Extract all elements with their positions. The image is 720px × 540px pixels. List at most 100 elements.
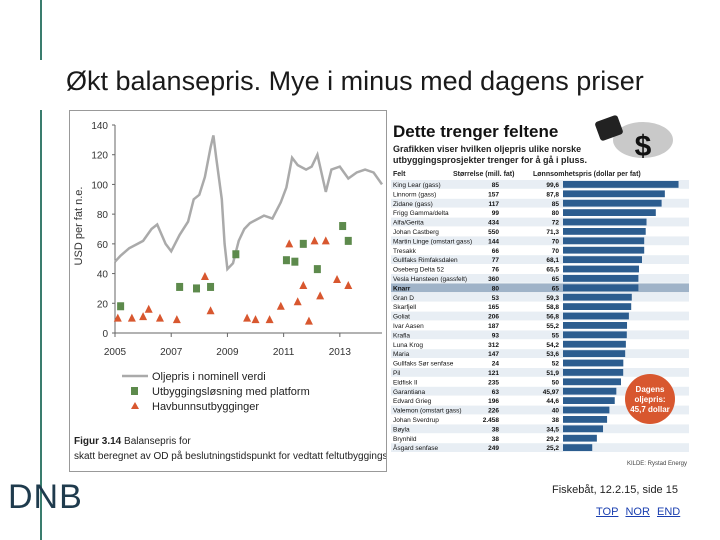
- row-background: [391, 311, 689, 321]
- field-row: King Lear (gass) 85 99,6: [391, 180, 689, 189]
- subsea-point: [333, 275, 342, 284]
- legend-platform: Utbyggingsløsning med platform: [152, 386, 310, 398]
- field-row: Åsgard senfase 249 25,2: [391, 443, 689, 452]
- field-row: Knarr 80 65: [391, 283, 689, 292]
- field-row: Krafla 93 55: [391, 330, 689, 339]
- x-tick-label: 2007: [160, 347, 183, 358]
- field-row: Goliat 206 56,8: [391, 311, 689, 321]
- field-row: Oseberg Delta 52 76 65,5: [391, 264, 689, 274]
- field-name: Åsgard senfase: [393, 443, 439, 452]
- field-price: 58,8: [546, 304, 559, 311]
- nav-link-top[interactable]: TOP: [596, 506, 619, 518]
- field-row: Tresakk 66 70: [391, 245, 689, 255]
- row-background: [391, 236, 689, 246]
- subsea-point: [144, 304, 153, 313]
- field-name: Martin Linge (omstart gass): [393, 238, 472, 245]
- field-size: 24: [492, 361, 500, 368]
- field-name: Skarfjell: [393, 304, 417, 311]
- row-background: [391, 255, 689, 264]
- price-bar: [563, 246, 645, 254]
- field-size: 121: [488, 370, 499, 377]
- field-name: King Lear (gass): [393, 182, 441, 189]
- field-name: Knarr: [393, 285, 411, 292]
- y-tick-label: 60: [97, 240, 109, 251]
- platform-point: [344, 236, 352, 245]
- row-background: [391, 386, 689, 396]
- subsea-point: [172, 315, 181, 324]
- field-name: Bøyla: [393, 426, 410, 433]
- row-background: [391, 245, 689, 255]
- platform-point: [232, 250, 240, 259]
- field-size: 66: [492, 248, 500, 255]
- platform-point: [313, 265, 321, 274]
- price-bar: [563, 340, 626, 348]
- field-size: 249: [488, 445, 499, 452]
- oil-price-line: [114, 135, 384, 272]
- price-bar: [563, 322, 628, 329]
- field-name: Garantiana: [393, 389, 426, 396]
- price-bar: [563, 369, 624, 376]
- field-name: Zidane (gass): [393, 201, 433, 208]
- field-row: Bøyla 38 34,5: [391, 424, 689, 433]
- platform-point: [117, 302, 125, 311]
- field-row: Martin Linge (omstart gass) 144 70: [391, 236, 689, 245]
- legend-oil-price: Oljepris i nominell verdi: [152, 371, 266, 383]
- price-bar: [563, 331, 627, 339]
- field-row: Linnorm (gass) 157 87,8: [391, 189, 689, 198]
- subsea-point: [321, 236, 330, 245]
- oil-barrel-dollar-icon: $: [595, 115, 673, 163]
- legend-platform-swatch: [131, 387, 138, 395]
- field-name: Alfa/Gerita: [393, 220, 424, 227]
- field-size: 157: [488, 191, 499, 198]
- subsea-point: [276, 301, 285, 310]
- field-name: Tresakk: [393, 248, 417, 255]
- field-price: 55: [552, 332, 560, 339]
- y-axis-label: USD per fat n.e.: [73, 187, 85, 266]
- field-price: 44,6: [546, 398, 559, 405]
- field-price: 29,2: [546, 436, 559, 443]
- field-size: 2.458: [483, 417, 500, 424]
- field-price: 65: [552, 276, 560, 283]
- y-tick-label: 80: [97, 210, 109, 221]
- field-name: Luna Krog: [393, 342, 423, 349]
- field-row: Garantiana 63 45,97: [391, 386, 689, 396]
- subsea-point: [316, 291, 325, 300]
- dnb-logo: DNB: [8, 478, 83, 516]
- field-price: 70: [552, 238, 560, 245]
- price-bar: [563, 181, 679, 188]
- field-size: 434: [488, 220, 499, 227]
- field-size: 226: [488, 408, 499, 415]
- balance-price-figure: USD per fat n.e. 0 20 40 60 80 100 120 140 2005…: [69, 110, 509, 472]
- field-size: 165: [488, 304, 499, 311]
- figure-caption: Figur 3.14 Balansepris for skatt beregne…: [74, 436, 386, 462]
- nav-link-nor[interactable]: NOR: [625, 506, 650, 518]
- svg-text:$: $: [635, 130, 652, 163]
- price-bar: [563, 312, 629, 320]
- row-background: [391, 283, 689, 293]
- field-row: Brynhild 38 29,2: [391, 433, 689, 443]
- price-bar: [563, 350, 626, 357]
- field-name: Vesla Hansteen (gassfelt): [393, 276, 467, 283]
- accent-line-top: [40, 0, 42, 60]
- field-size: 187: [488, 323, 499, 330]
- field-row: Gran D 53 59,3: [391, 292, 689, 302]
- field-price: 68,1: [546, 257, 559, 264]
- price-bar: [563, 218, 647, 226]
- field-name: Edvard Grieg: [393, 398, 432, 405]
- field-size: 38: [492, 436, 500, 443]
- x-tick-label: 2011: [273, 347, 295, 358]
- field-price: 70: [552, 248, 560, 255]
- field-size: 38: [492, 426, 500, 433]
- field-size: 117: [489, 201, 500, 208]
- field-row: Alfa/Gerita 434 72: [391, 217, 689, 227]
- row-background: [391, 405, 689, 415]
- price-bar: [563, 199, 662, 207]
- row-background: [391, 415, 689, 424]
- field-price: 34,5: [546, 426, 559, 433]
- nav-link-end[interactable]: END: [657, 506, 681, 518]
- field-size: 147: [488, 351, 499, 358]
- field-row: Ivar Aasen 187 55,2: [391, 321, 689, 330]
- price-bar: [563, 425, 604, 433]
- field-name: Krafla: [393, 332, 410, 339]
- field-price: 85: [552, 201, 560, 208]
